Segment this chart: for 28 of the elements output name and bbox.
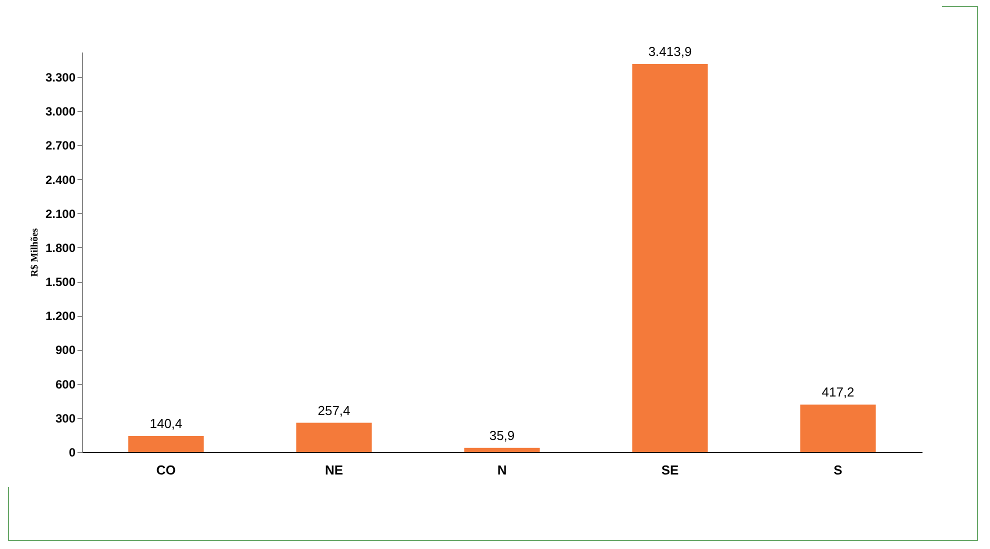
bar xyxy=(128,436,204,452)
y-tick-label: 1.500 xyxy=(45,275,76,290)
data-label: 140,4 xyxy=(150,416,182,432)
data-label: 417,2 xyxy=(822,384,854,400)
bar xyxy=(296,422,372,452)
bar xyxy=(800,404,876,452)
y-tick-label: 1.800 xyxy=(45,240,76,255)
x-tick-label: CO xyxy=(156,462,176,478)
y-tick-label: 2.700 xyxy=(45,138,76,153)
x-tick-label: S xyxy=(834,462,843,478)
y-tick-label: 900 xyxy=(55,343,76,358)
bar xyxy=(632,64,708,452)
y-tick-label: 2.100 xyxy=(45,206,76,221)
x-tick-label: SE xyxy=(661,462,679,478)
data-label: 257,4 xyxy=(318,402,350,418)
y-tick-label: 3.000 xyxy=(45,104,76,119)
bar xyxy=(464,448,540,452)
y-tick-label: 600 xyxy=(55,377,76,392)
y-axis-title: R$ Milhões xyxy=(29,228,40,277)
y-tick-label: 2.400 xyxy=(45,172,76,187)
data-label: 35,9 xyxy=(489,428,515,443)
y-tick-label: 3.300 xyxy=(45,70,76,84)
x-tick-label: N xyxy=(497,462,507,478)
data-label: 3.413,9 xyxy=(648,44,692,60)
y-tick-label: 300 xyxy=(55,411,76,426)
y-tick-label: 0 xyxy=(68,446,76,460)
x-tick-label: NE xyxy=(324,462,344,478)
y-tick-label: 1.200 xyxy=(45,309,76,324)
